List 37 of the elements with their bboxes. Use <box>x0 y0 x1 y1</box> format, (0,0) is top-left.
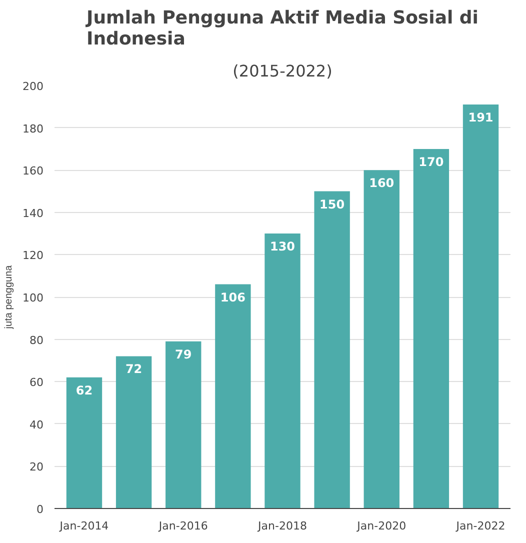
y-tick-label: 200 <box>22 80 44 93</box>
bar <box>413 148 450 508</box>
data-label: 106 <box>220 290 246 304</box>
data-label: 160 <box>369 176 394 190</box>
x-tick-label: Jan-2022 <box>455 520 506 532</box>
y-tick-label: 40 <box>30 418 44 432</box>
y-tick-label: 60 <box>30 376 44 390</box>
bar <box>66 377 102 508</box>
bar <box>166 341 202 508</box>
x-tick-label: Jan-2020 <box>356 520 406 532</box>
chart-subtitle: (2015-2022) <box>232 62 332 80</box>
bar <box>264 234 300 508</box>
y-tick-label: 0 <box>36 503 44 516</box>
y-axis-title: juta pengguna <box>4 264 15 330</box>
bar <box>364 170 400 508</box>
bar <box>116 356 152 508</box>
data-label: 79 <box>175 347 192 362</box>
y-tick-label: 160 <box>22 164 44 178</box>
y-tick-label: 100 <box>22 292 44 304</box>
data-label: 62 <box>76 383 93 398</box>
x-tick-label: Jan-2014 <box>58 520 109 532</box>
chart-title: Jumlah Pengguna Aktif Media Sosial di Indonesia <box>84 8 478 50</box>
data-label: 150 <box>320 197 345 212</box>
data-label: 170 <box>418 154 444 169</box>
data-label: 130 <box>270 240 296 254</box>
y-tick-label: 140 <box>22 206 44 220</box>
bar <box>215 284 251 508</box>
y-tick-label: 120 <box>22 249 44 262</box>
y-tick-label: 180 <box>22 122 44 136</box>
x-tick-label: Jan-2016 <box>158 520 208 532</box>
x-tick-label: Jan-2018 <box>257 520 307 532</box>
data-label: 191 <box>468 110 494 125</box>
data-label: 72 <box>125 362 142 376</box>
bar <box>314 191 350 508</box>
bar <box>462 104 499 508</box>
y-tick-label: 80 <box>30 334 44 347</box>
y-tick-label: 20 <box>30 460 44 474</box>
